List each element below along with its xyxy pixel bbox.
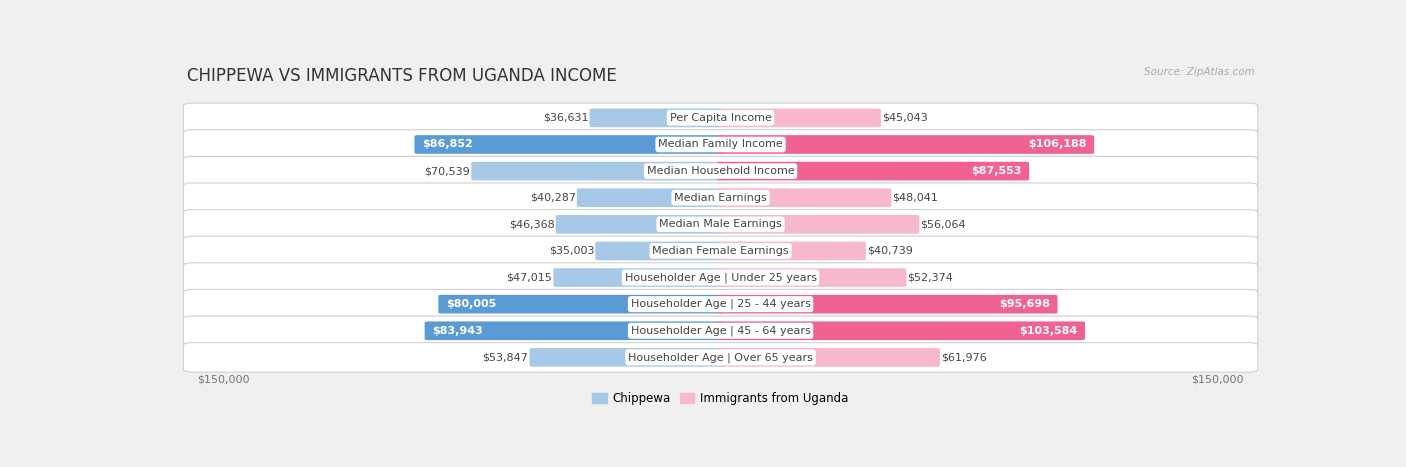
FancyBboxPatch shape bbox=[183, 156, 1258, 186]
Text: $40,739: $40,739 bbox=[868, 246, 912, 256]
FancyBboxPatch shape bbox=[183, 183, 1258, 212]
Text: $150,000: $150,000 bbox=[197, 374, 250, 384]
Text: $103,584: $103,584 bbox=[1019, 326, 1077, 336]
FancyBboxPatch shape bbox=[439, 295, 724, 313]
FancyBboxPatch shape bbox=[589, 108, 724, 127]
FancyBboxPatch shape bbox=[183, 290, 1258, 319]
FancyBboxPatch shape bbox=[717, 348, 941, 367]
FancyBboxPatch shape bbox=[595, 241, 724, 260]
Text: $45,043: $45,043 bbox=[882, 113, 928, 123]
Text: $40,287: $40,287 bbox=[530, 193, 575, 203]
Text: $56,064: $56,064 bbox=[921, 219, 966, 229]
FancyBboxPatch shape bbox=[425, 321, 724, 340]
Text: CHIPPEWA VS IMMIGRANTS FROM UGANDA INCOME: CHIPPEWA VS IMMIGRANTS FROM UGANDA INCOM… bbox=[187, 67, 616, 85]
Text: $95,698: $95,698 bbox=[998, 299, 1050, 309]
FancyBboxPatch shape bbox=[717, 135, 1094, 154]
FancyBboxPatch shape bbox=[183, 343, 1258, 372]
Text: Householder Age | 25 - 44 years: Householder Age | 25 - 44 years bbox=[631, 299, 810, 310]
FancyBboxPatch shape bbox=[576, 188, 724, 207]
Text: $86,852: $86,852 bbox=[422, 140, 472, 149]
FancyBboxPatch shape bbox=[183, 210, 1258, 239]
Text: Householder Age | 45 - 64 years: Householder Age | 45 - 64 years bbox=[631, 325, 810, 336]
Text: Median Female Earnings: Median Female Earnings bbox=[652, 246, 789, 256]
Text: Per Capita Income: Per Capita Income bbox=[669, 113, 772, 123]
FancyBboxPatch shape bbox=[183, 316, 1258, 346]
Text: $80,005: $80,005 bbox=[446, 299, 496, 309]
Text: $47,015: $47,015 bbox=[506, 273, 553, 283]
FancyBboxPatch shape bbox=[717, 241, 866, 260]
FancyBboxPatch shape bbox=[183, 103, 1258, 133]
Text: Median Household Income: Median Household Income bbox=[647, 166, 794, 176]
Text: $87,553: $87,553 bbox=[972, 166, 1022, 176]
FancyBboxPatch shape bbox=[717, 321, 1085, 340]
Text: $83,943: $83,943 bbox=[432, 326, 484, 336]
FancyBboxPatch shape bbox=[471, 162, 724, 180]
FancyBboxPatch shape bbox=[183, 263, 1258, 292]
Text: $106,188: $106,188 bbox=[1028, 140, 1087, 149]
FancyBboxPatch shape bbox=[555, 215, 724, 234]
FancyBboxPatch shape bbox=[415, 135, 724, 154]
Text: $46,368: $46,368 bbox=[509, 219, 554, 229]
Text: $150,000: $150,000 bbox=[1191, 374, 1244, 384]
FancyBboxPatch shape bbox=[183, 130, 1258, 159]
FancyBboxPatch shape bbox=[530, 348, 724, 367]
Text: $53,847: $53,847 bbox=[482, 353, 529, 362]
FancyBboxPatch shape bbox=[717, 162, 1029, 180]
Text: Median Family Income: Median Family Income bbox=[658, 140, 783, 149]
FancyBboxPatch shape bbox=[717, 215, 920, 234]
Text: $70,539: $70,539 bbox=[425, 166, 470, 176]
Text: Householder Age | Over 65 years: Householder Age | Over 65 years bbox=[628, 352, 813, 363]
FancyBboxPatch shape bbox=[717, 295, 1057, 313]
Text: Source: ZipAtlas.com: Source: ZipAtlas.com bbox=[1143, 67, 1254, 77]
Text: $36,631: $36,631 bbox=[543, 113, 589, 123]
Text: Householder Age | Under 25 years: Householder Age | Under 25 years bbox=[624, 272, 817, 283]
Text: $52,374: $52,374 bbox=[907, 273, 953, 283]
Text: $61,976: $61,976 bbox=[941, 353, 987, 362]
FancyBboxPatch shape bbox=[183, 236, 1258, 266]
Text: $48,041: $48,041 bbox=[893, 193, 938, 203]
Legend: Chippewa, Immigrants from Uganda: Chippewa, Immigrants from Uganda bbox=[588, 387, 853, 410]
FancyBboxPatch shape bbox=[554, 268, 724, 287]
Text: Median Earnings: Median Earnings bbox=[675, 193, 766, 203]
Text: Median Male Earnings: Median Male Earnings bbox=[659, 219, 782, 229]
FancyBboxPatch shape bbox=[717, 108, 882, 127]
FancyBboxPatch shape bbox=[717, 188, 891, 207]
Text: $35,003: $35,003 bbox=[548, 246, 595, 256]
FancyBboxPatch shape bbox=[717, 268, 907, 287]
